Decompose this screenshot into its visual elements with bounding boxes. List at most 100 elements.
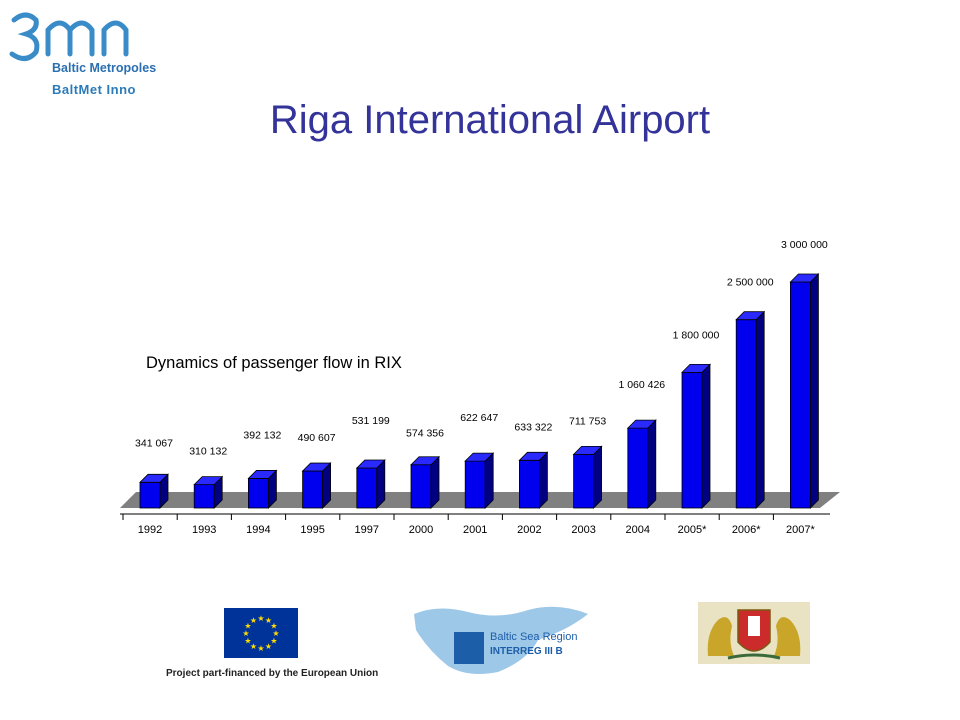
tick-labels-group: 1992 1993 1994 1995 1997 2000 2001 2002 2003 2004…: [122, 514, 815, 536]
bar: [681, 363, 711, 509]
bar-front: [519, 459, 540, 509]
tick-label: 1992: [138, 524, 162, 536]
bar: [572, 445, 603, 509]
bar-side: [810, 273, 819, 509]
bar-front: [410, 464, 432, 509]
value-label: 490 607: [298, 432, 336, 444]
bar-front: [464, 460, 486, 509]
bar-side: [593, 445, 602, 509]
bar-front: [790, 281, 811, 509]
bar-front: [247, 478, 269, 509]
bar: [301, 462, 332, 509]
bar-side: [484, 452, 494, 509]
tick-label: 1993: [192, 524, 216, 536]
bar: [355, 459, 386, 509]
eu-stars: ★★★★★★★★★ ★ ★★: [242, 614, 279, 653]
bar-top: [572, 445, 603, 455]
eu-star-icon: ★: [257, 614, 264, 623]
chart-title: Dynamics of passenger flow in RIX: [146, 354, 402, 372]
value-label: 622 647: [460, 412, 498, 424]
bar: [193, 475, 224, 509]
bar-side: [755, 310, 765, 509]
value-label: 633 322: [514, 421, 552, 433]
value-label: 341 067: [135, 437, 173, 449]
tick-label: 2007*: [786, 524, 815, 536]
eu-caption: Project part-financed by the European Un…: [166, 668, 379, 679]
value-label: 574 356: [406, 428, 444, 440]
bar: [735, 310, 766, 509]
page-title: Riga International Airport: [269, 98, 711, 142]
bar-front: [193, 484, 215, 509]
value-label: 392 132: [243, 429, 281, 441]
value-label: 1 800 000: [673, 329, 720, 341]
eu-star-icon: ★: [242, 629, 249, 638]
value-label: 310 132: [189, 446, 227, 458]
tick-label: 1997: [355, 524, 379, 536]
tick-label: 2003: [571, 524, 595, 536]
bars-group: [139, 273, 820, 509]
eu-star-icon: ★: [270, 622, 277, 631]
interreg-logo: Baltic Sea Region INTERREG III B: [414, 606, 588, 674]
bar-front: [735, 319, 757, 509]
value-label: 2 500 000: [727, 277, 774, 289]
bar-top: [193, 476, 224, 486]
bar-side: [701, 363, 711, 509]
eu-star-icon: ★: [250, 616, 257, 625]
interreg-line2: INTERREG III B: [490, 646, 563, 657]
bar-front: [356, 467, 378, 509]
eu-star-icon: ★: [265, 642, 272, 651]
value-label: 3 000 000: [781, 239, 828, 251]
baltic-metropoles-logo: Baltic Metropoles: [9, 12, 156, 75]
value-label: 531 199: [352, 415, 390, 427]
logo-subtitle: BaltMet Inno: [52, 82, 136, 97]
riga-coat-of-arms-icon: [698, 602, 810, 664]
bar-top: [681, 363, 711, 373]
logo-m-glyph: [45, 20, 129, 57]
bar-front: [573, 453, 594, 509]
tick-label: 2001: [463, 524, 487, 536]
eu-star-icon: ★: [257, 644, 264, 653]
logo-text: Baltic Metropoles: [52, 61, 156, 75]
eu-star-icon: ★: [272, 629, 279, 638]
tick-label: 2002: [517, 524, 541, 536]
bar-top: [735, 311, 766, 321]
tick-label: 2000: [409, 524, 433, 536]
eu-star-icon: ★: [244, 622, 251, 631]
bar-front: [627, 427, 649, 509]
eu-star-icon: ★: [270, 637, 277, 646]
bar: [789, 273, 820, 509]
logo-3-glyph: [9, 12, 40, 61]
bar-side: [430, 455, 440, 509]
bar-side: [539, 451, 548, 509]
tick-label: 2006*: [732, 524, 761, 536]
tick-label: 2005*: [678, 524, 707, 536]
bar-top: [410, 456, 440, 466]
interreg-line1: Baltic Sea Region: [490, 631, 577, 643]
value-label: 1 060 426: [618, 379, 665, 391]
bar-front: [681, 371, 703, 509]
value-label: 711 753: [569, 415, 606, 427]
tick-label: 1994: [246, 524, 270, 536]
tick-label: 2004: [626, 524, 650, 536]
bar-top: [789, 273, 820, 283]
bar-top: [247, 470, 278, 479]
bar-top: [301, 462, 332, 472]
bar-front: [139, 481, 161, 509]
eu-star-icon: ★: [244, 637, 251, 646]
bar-top: [139, 473, 169, 483]
eu-star-icon: ★: [250, 642, 257, 651]
bar-front: [302, 470, 324, 509]
bar: [626, 419, 657, 509]
eu-star-icon: ★: [265, 616, 272, 625]
bar: [139, 473, 169, 509]
bar-top: [626, 419, 657, 429]
bar: [410, 455, 440, 509]
bar-top: [355, 459, 386, 469]
bar: [518, 451, 549, 509]
bar-top: [518, 451, 549, 461]
value-labels-group: 341 067 310 132 392 132 490 607 531 199 574 3…: [135, 239, 828, 458]
bar-top: [464, 452, 495, 462]
bar: [464, 452, 495, 509]
bar: [247, 469, 278, 509]
